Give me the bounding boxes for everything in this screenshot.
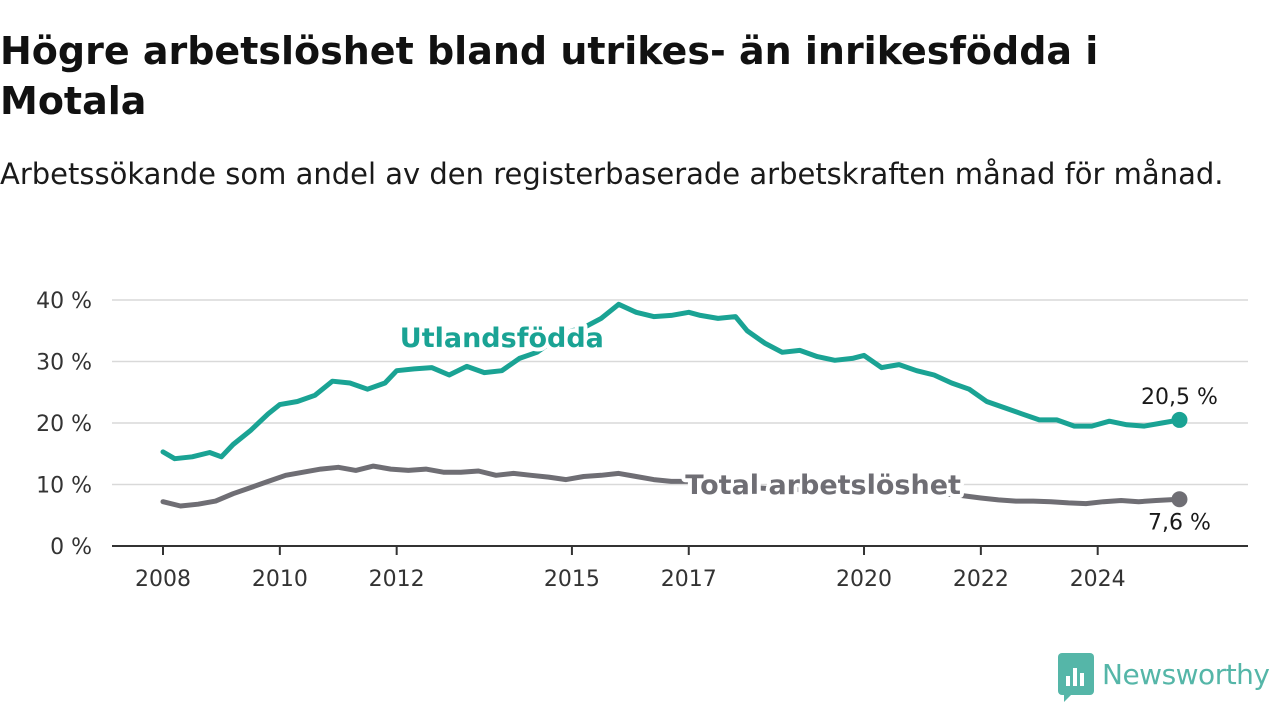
series-end-marker <box>1171 411 1188 428</box>
series-end-value-label: 20,5 % <box>1141 385 1218 410</box>
series-labels: Utlandsfödda 20,5 % Total arbetslöshet 7,6 … <box>396 319 1218 535</box>
brand-logo: Newsworthy <box>1058 652 1270 702</box>
series-line <box>160 463 1182 509</box>
y-tick-label: 0 % <box>50 535 92 560</box>
chart-title: Högre arbetslöshet bland utrikes- än inr… <box>0 29 1099 123</box>
y-axis-ticks: 0 % 10 % 20 % 30 % 40 % <box>36 289 92 560</box>
gridlines <box>112 299 1248 486</box>
y-tick-label: 20 % <box>36 412 92 437</box>
series-lines <box>160 301 1188 509</box>
series-name-label: Total arbetslöshet <box>685 470 961 501</box>
x-tick-label: 2008 <box>135 567 191 592</box>
line-chart: 0 % 10 % 20 % 30 % 40 % 2008 2010 2012 2015 2017… <box>36 289 1248 592</box>
series-name-label: Utlandsfödda <box>400 323 604 354</box>
series-end-marker <box>1171 491 1188 508</box>
x-tick-label: 2012 <box>369 567 425 592</box>
x-tick-label: 2024 <box>1070 567 1126 592</box>
series-line <box>160 301 1182 462</box>
x-tick-label: 2010 <box>252 567 308 592</box>
x-tick-label: 2015 <box>544 567 600 592</box>
series-end-value-label: 7,6 % <box>1148 510 1211 535</box>
chart-subtitle: Arbetssökande som andel av den registerb… <box>0 157 1224 191</box>
y-tick-label: 10 % <box>36 474 92 499</box>
x-tick-label: 2017 <box>661 567 717 592</box>
x-tick-label: 2020 <box>836 567 892 592</box>
bar-chart-speech-icon <box>1058 653 1094 702</box>
brand-name: Newsworthy <box>1102 657 1270 691</box>
x-axis: 2008 2010 2012 2015 2017 2020 2022 2024 <box>112 545 1248 592</box>
y-tick-label: 30 % <box>36 351 92 376</box>
x-tick-label: 2022 <box>953 567 1009 592</box>
y-tick-label: 40 % <box>36 289 92 314</box>
